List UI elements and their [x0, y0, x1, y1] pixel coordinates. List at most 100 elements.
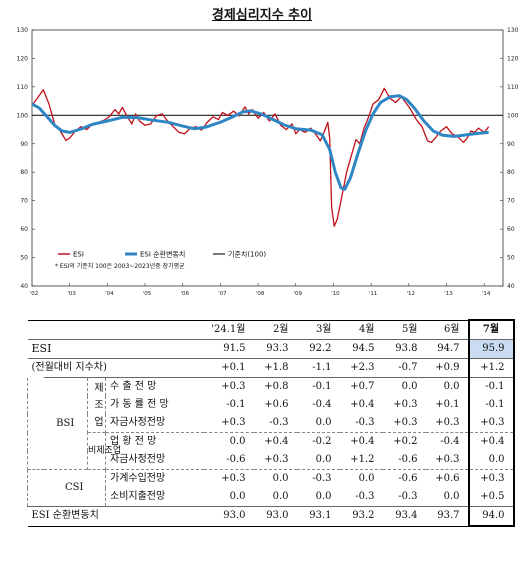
table-cell-july: +0.3 [467, 414, 515, 433]
table-cell: -0.3 [296, 469, 340, 488]
header-cell: 6월 [425, 319, 469, 340]
table-cell: +2.3 [339, 358, 383, 378]
esi-table: '24.1월 2월 3월 4월 5월 6월 7월 ESI 91.5 93.3 9… [27, 319, 515, 527]
table-cell: 0.0 [443, 491, 460, 502]
row-label: (전월대비 지수차) [27, 358, 204, 378]
table-cell: -0.4 [312, 399, 332, 410]
table-cell: -0.4 [425, 432, 469, 451]
x-tick-label: '05 [143, 291, 152, 297]
x-tick-label: '03 [67, 291, 76, 297]
table-cell: +0.6 [264, 399, 289, 410]
table-cell: -0.1 [226, 399, 246, 410]
row-label: 자금사정전망 [110, 417, 166, 428]
table-cell: 93.8 [382, 339, 426, 359]
table-cell-july: +1.2 [467, 358, 515, 378]
table-row: CSI 가계수입전망 +0.3 0.0 -0.3 0.0 -0.6 +0.6 +… [27, 469, 515, 507]
row-label: 가계수입전망 [105, 469, 204, 488]
table-cell: +0.3 [393, 417, 418, 428]
table-cell: +0.3 [435, 417, 460, 428]
chart-title: 경제심리지수 추이 [211, 8, 313, 23]
table-cell: +0.4 [253, 432, 297, 451]
esi-series-line [31, 87, 490, 227]
table-cell: -0.2 [296, 432, 340, 451]
y-tick-label-right: 50 [507, 255, 515, 262]
table-cell: 94.7 [425, 339, 469, 359]
table-cell: +0.3 [435, 454, 460, 465]
table-row: 자금사정전망 +0.3 -0.3 0.0 -0.3 +0.3 +0.3 +0.3 [28, 414, 515, 433]
table-cell: +1.2 [350, 454, 375, 465]
table-cell: +0.4 [350, 399, 375, 410]
y-tick-label-right: 80 [507, 169, 515, 176]
x-tick-label: '10 [331, 291, 340, 297]
table-cell: +0.4 [339, 432, 383, 451]
table-cell-july: -0.1 [467, 396, 515, 414]
table-cell-july: 95.9 [467, 339, 515, 359]
y-tick-label-right: 70 [507, 198, 515, 205]
table-cell-july: +0.4 [467, 432, 515, 451]
y-tick-label-left: 100 [17, 112, 29, 119]
y-tick-label-left: 90 [20, 141, 28, 148]
table-cell: +0.3 [221, 417, 246, 428]
table-cell: +0.3 [203, 469, 254, 488]
row-label: 수 출 전 망 [105, 377, 204, 396]
legend-label-cycle: ESI 순환변동치 [140, 250, 185, 259]
table-cell: -0.6 [382, 469, 426, 488]
table-cell: -0.3 [355, 491, 375, 502]
row-label: ESI 순환변동치 [27, 506, 204, 527]
table-cell-july: 0.0 [467, 451, 515, 470]
table-cell: +0.2 [382, 432, 426, 451]
legend-label-base: 기준치(100) [228, 250, 266, 259]
esi-cycle-series-line [31, 94, 489, 191]
row-label: 업 황 전 망 [105, 432, 204, 451]
y-tick-label-right: 100 [507, 112, 519, 119]
x-tick-label: '08 [256, 291, 265, 297]
y-tick-label-left: 80 [20, 169, 28, 176]
y-tick-label-left: 70 [20, 198, 28, 205]
table-cell: -1.1 [296, 358, 340, 378]
row-label: 가 동 률 전 망 [110, 399, 169, 410]
table-row: 자금사정전망 -0.6 +0.3 0.0 +1.2 -0.6 +0.3 0.0 [28, 451, 515, 470]
plot-frame [31, 29, 504, 287]
table-row-cycle: ESI 순환변동치 93.0 93.0 93.1 93.2 93.4 93.7 … [27, 506, 515, 527]
table-cell-july: -0.1 [467, 377, 515, 396]
legend-label-esi: ESI [73, 251, 84, 259]
y-tick-label-right: 60 [507, 226, 515, 233]
table-cell: -0.1 [296, 377, 340, 396]
table-row: 비제조업 업 황 전 망 0.0 +0.4 -0.2 +0.4 +0.2 -0.… [27, 432, 515, 470]
y-tick-label-right: 120 [507, 55, 519, 62]
table-cell-july: 94.0 [467, 506, 515, 527]
y-tick-label-left: 130 [17, 27, 29, 34]
table-cell: 93.0 [203, 506, 254, 527]
header-cell: 2월 [253, 319, 297, 340]
chart-note: * ESI의 기준치 100은 2003~2023년중 장기평균 [55, 262, 185, 270]
table-cell: 93.1 [296, 506, 340, 527]
y-tick-label-left: 110 [17, 84, 29, 91]
line-chart: 40 40 50 50 60 60 70 70 80 80 90 90 100 100 110 110 120 1… [17, 27, 519, 297]
table-cell: +0.1 [435, 399, 460, 410]
y-tick-label-left: 120 [17, 55, 29, 62]
table-cell: -0.7 [382, 358, 426, 378]
table-cell: 91.5 [203, 339, 254, 359]
y-tick-label-right: 40 [507, 283, 515, 290]
x-tick-label: '06 [180, 291, 189, 297]
y-tick-label-right: 110 [507, 84, 519, 91]
table-cell: 0.0 [339, 469, 383, 488]
row-label: 자금사정전망 [110, 454, 166, 465]
table-row-esi: ESI 91.5 93.3 92.2 94.5 93.8 94.7 95.9 [27, 339, 515, 359]
x-tick-label: '07 [218, 291, 227, 297]
table-cell: +0.9 [425, 358, 469, 378]
y-tick-label-right: 90 [507, 141, 515, 148]
header-cell: '24.1월 [203, 319, 254, 340]
table-cell: 0.0 [203, 432, 254, 451]
table-header-row: '24.1월 2월 3월 4월 5월 6월 7월 [27, 319, 515, 340]
row-label: ESI [27, 339, 204, 359]
table-cell: 0.0 [315, 454, 332, 465]
header-cell-july: 7월 [467, 319, 515, 340]
table-cell: 93.2 [339, 506, 383, 527]
table-cell: -0.3 [355, 417, 375, 428]
x-tick-label: '02 [30, 291, 39, 297]
table-cell: 0.0 [315, 491, 332, 502]
table-cell: 94.5 [339, 339, 383, 359]
table-cell: 93.7 [425, 506, 469, 527]
table-cell: -0.3 [398, 491, 418, 502]
